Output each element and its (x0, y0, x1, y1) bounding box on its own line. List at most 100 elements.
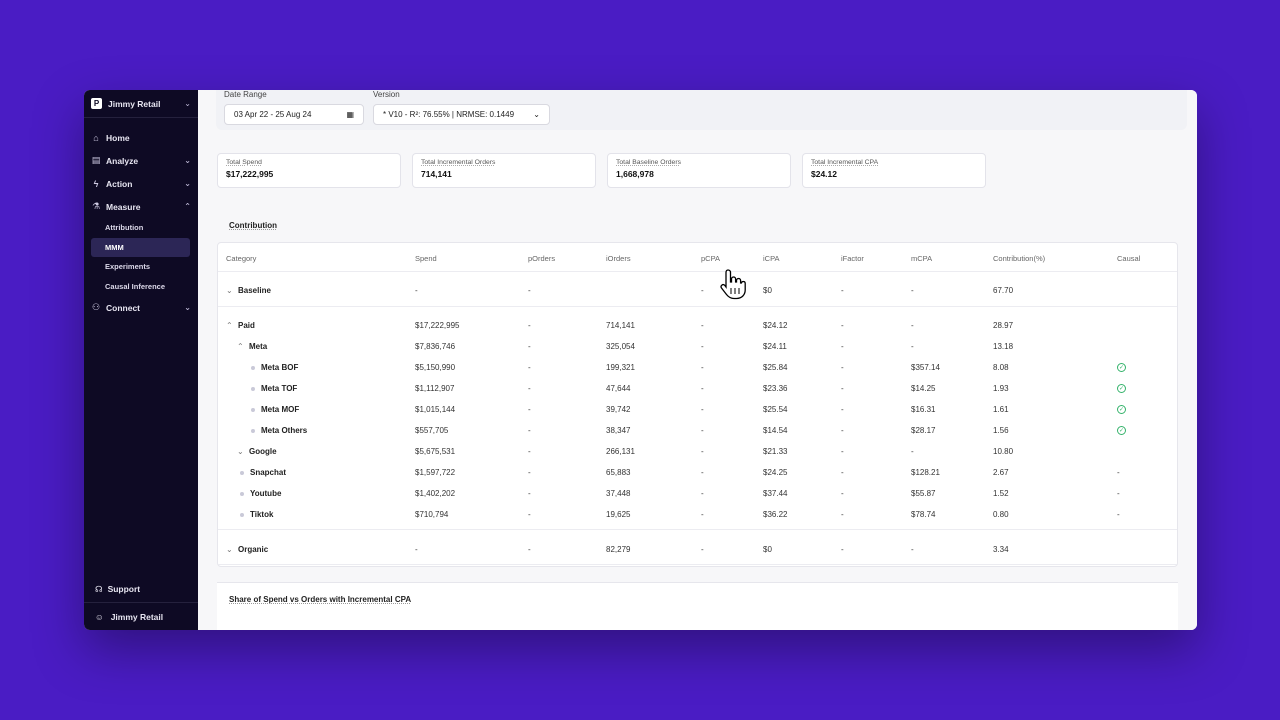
icpa-cell: $24.11 (763, 342, 787, 351)
icpa-cell: $25.84 (763, 363, 788, 372)
sidebar-item-analyze[interactable]: ▤ Analyze ⌄ (84, 149, 198, 172)
icpa-cell: $23.36 (763, 384, 788, 393)
bullet-dot-icon (240, 470, 244, 475)
porders-cell: - (528, 342, 531, 351)
iorders-cell: 199,321 (606, 363, 635, 372)
category-cell: ⌄ Google (237, 441, 277, 462)
user-icon: ☺ (95, 611, 104, 622)
iorders-cell: 65,883 (606, 468, 631, 477)
user-menu[interactable]: ☺ Jimmy Retail (84, 602, 198, 630)
porders-cell: - (528, 405, 531, 414)
chevron-down-icon: ⌄ (533, 110, 540, 119)
date-range-picker[interactable]: 03 Apr 22 - 25 Aug 24 ▦ (224, 104, 364, 125)
workspace-logo-icon: P (91, 98, 102, 109)
workspace-switcher[interactable]: P Jimmy Retail ⌄ (84, 90, 198, 118)
column-header: Spend (415, 254, 437, 263)
table-row[interactable]: ⌄ Baseline - - - $0 - - 67.70 (218, 280, 1177, 301)
mcpa-cell: - (911, 342, 914, 351)
table-row: Meta Others $557,705 - 38,347 - $14.54 - $28.17… (218, 420, 1177, 441)
bullet-dot-icon (240, 512, 244, 517)
mcpa-cell: $128.21 (911, 468, 940, 477)
sidebar-item-label: Action (106, 178, 133, 189)
table-row[interactable]: ⌃ Meta $7,836,746 - 325,054 - $24.11 - - 13.18 (218, 336, 1177, 357)
table-row[interactable]: ⌄ Organic - - 82,279 - $0 - - 3.34 (218, 539, 1177, 560)
category-cell: Tiktok (240, 504, 273, 525)
causal-cell: ✓ (1117, 420, 1126, 441)
sidebar-item-connect[interactable]: ⚇ Connect ⌄ (84, 296, 198, 319)
ifactor-cell: - (841, 342, 844, 351)
contribution-title: Contribution (229, 221, 277, 230)
pcpa-cell: - (701, 510, 704, 519)
iorders-cell: 19,625 (606, 510, 631, 519)
pcpa-cell: - (701, 321, 704, 330)
category-cell: ⌄ Baseline (226, 280, 271, 301)
mcpa-cell: $357.14 (911, 363, 940, 372)
bullet-dot-icon (240, 491, 244, 496)
mcpa-cell: $55.87 (911, 489, 936, 498)
causal-cell: - (1117, 510, 1120, 519)
spend-cell: - (415, 286, 418, 295)
version-select[interactable]: * V10 - R²: 76.55% | NRMSE: 0.1449 ⌄ (373, 104, 550, 125)
iorders-cell: 325,054 (606, 342, 635, 351)
sidebar-subitem-attribution[interactable]: Attribution (105, 223, 144, 233)
spend-cell: $1,402,202 (415, 489, 456, 498)
category-name: Google (249, 447, 277, 456)
icpa-cell: $0 (763, 545, 772, 554)
pcpa-cell: - (701, 468, 704, 477)
sidebar-subitem-experiments[interactable]: Experiments (105, 262, 151, 272)
sidebar-item-action[interactable]: ϟ Action ⌄ (84, 172, 198, 195)
icpa-cell: $24.12 (763, 321, 788, 330)
analyze-icon: ▤ (91, 155, 101, 165)
spend-cell: $5,675,531 (415, 447, 456, 456)
contrib-cell: 0.80 (993, 510, 1009, 519)
sidebar-item-home[interactable]: ⌂ Home (84, 126, 198, 149)
spend-cell: $710,794 (415, 510, 449, 519)
chevron-down-icon: ⌄ (184, 303, 191, 312)
category-name: Meta (249, 342, 268, 351)
chevron-down-icon[interactable]: ⌄ (226, 286, 233, 295)
iorders-cell: 38,347 (606, 426, 631, 435)
bolt-icon: ϟ (93, 178, 99, 189)
flask-icon: ⚗ (91, 201, 101, 211)
contrib-cell: 1.93 (993, 384, 1009, 393)
contrib-cell: 3.34 (993, 545, 1009, 554)
iorders-cell: 82,279 (606, 545, 631, 554)
share-chart-title: Share of Spend vs Orders with Incrementa… (229, 595, 412, 604)
iorders-cell: 39,742 (606, 405, 631, 414)
category-cell: ⌄ Organic (226, 539, 268, 560)
support-button[interactable]: ☊ Support (84, 576, 198, 602)
check-circle-icon: ✓ (1117, 405, 1126, 414)
chevron-down-icon[interactable]: ⌄ (237, 447, 244, 456)
version-label: Version (373, 90, 400, 99)
chevron-up-icon[interactable]: ⌃ (226, 321, 233, 330)
row-divider (218, 306, 1177, 307)
ifactor-cell: - (841, 286, 844, 295)
mcpa-cell: $16.31 (911, 405, 936, 414)
spend-cell: $557,705 (415, 426, 449, 435)
table-row: Meta BOF $5,150,990 - 199,321 - $25.84 - $357.1… (218, 357, 1177, 378)
category-name: Baseline (238, 286, 271, 295)
spend-cell: $1,112,907 (415, 384, 455, 393)
ifactor-cell: - (841, 510, 844, 519)
ifactor-cell: - (841, 321, 844, 330)
sidebar-item-label: Analyze (106, 155, 139, 166)
contrib-cell: 28.97 (993, 321, 1014, 330)
chevron-up-icon: ⌃ (184, 202, 191, 211)
card-value: $24.12 (811, 169, 837, 179)
ifactor-cell: - (841, 545, 844, 554)
category-name: Youtube (250, 489, 282, 498)
pcpa-cell: - (701, 363, 704, 372)
chevron-up-icon[interactable]: ⌃ (237, 342, 244, 351)
sidebar-item-measure[interactable]: ⚗ Measure ⌃ (84, 195, 198, 218)
causal-cell: - (1117, 468, 1120, 477)
table-row[interactable]: ⌄ Google $5,675,531 - 266,131 - $21.33 - - 10.80 (218, 441, 1177, 462)
sidebar-subitem-mmm[interactable]: MMM (91, 237, 190, 257)
pcpa-cell: - (701, 447, 704, 456)
category-cell: Youtube (240, 483, 281, 504)
sidebar-subitem-causal-inference[interactable]: Causal Inference (105, 281, 166, 291)
chevron-down-icon[interactable]: ⌄ (226, 545, 233, 554)
table-row[interactable]: ⌃ Paid $17,222,995 - 714,141 - $24.12 - - 28.97 (218, 315, 1177, 336)
iorders-cell: 714,141 (606, 321, 635, 330)
causal-cell: - (1117, 489, 1120, 498)
porders-cell: - (528, 286, 531, 295)
